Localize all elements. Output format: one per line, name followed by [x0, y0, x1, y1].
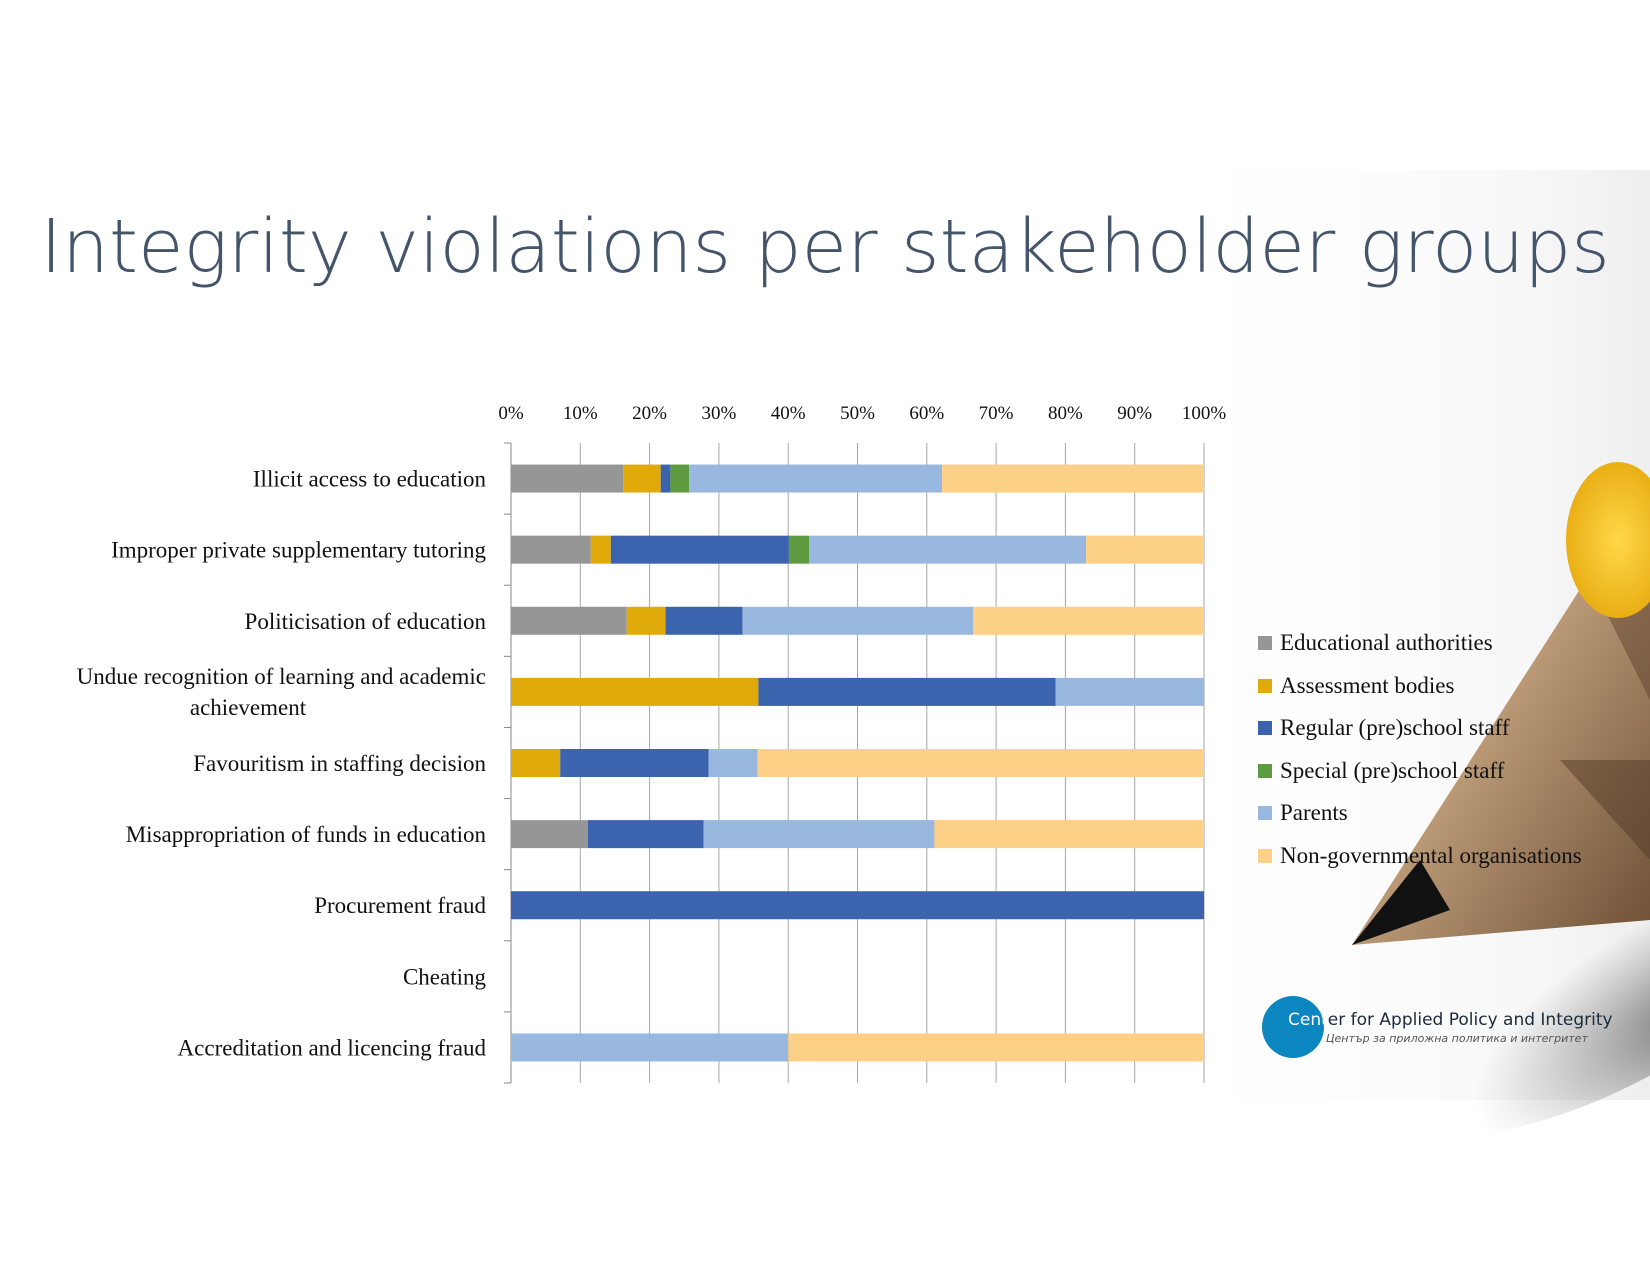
- legend-item: Parents: [1258, 792, 1638, 835]
- x-tick-label: 100%: [1182, 403, 1227, 424]
- bar-segment: [511, 749, 561, 777]
- bar-segment: [626, 606, 666, 635]
- bar-segment: [511, 535, 591, 564]
- bar-segment: [808, 535, 1087, 564]
- legend-label: Parents: [1280, 800, 1348, 826]
- bar-segment: [788, 1033, 1204, 1062]
- legend-label: Assessment bodies: [1280, 672, 1455, 698]
- bar-segment: [511, 1033, 789, 1062]
- x-tick-label: 40%: [771, 403, 806, 424]
- x-tick-label: 70%: [979, 403, 1014, 424]
- bar-segment: [610, 535, 789, 564]
- category-label: Politicisation of education: [245, 609, 487, 634]
- logo-name: Center for Applied Policy and Integrity: [1288, 1010, 1613, 1030]
- legend-swatch: [1258, 848, 1272, 863]
- organization-logo: Center for Applied Policy and Integrity …: [1262, 996, 1642, 1060]
- bar-segment: [511, 677, 759, 706]
- x-tick-label: 50%: [840, 403, 875, 424]
- bar-segment: [511, 464, 624, 493]
- legend-label: Regular (pre)school staff: [1280, 715, 1510, 741]
- category-label: Accreditation and licencing fraud: [178, 1035, 487, 1060]
- bar-segment: [623, 464, 661, 493]
- legend-item: Educational authorities: [1258, 622, 1638, 665]
- legend-label: Non-governmental organisations: [1280, 842, 1582, 868]
- bar-segment: [703, 820, 935, 849]
- bar-segment: [973, 606, 1204, 635]
- category-label: Illicit access to education: [253, 467, 487, 492]
- x-tick-label: 20%: [632, 403, 667, 424]
- legend-item: Regular (pre)school staff: [1258, 707, 1638, 750]
- bar-segment: [560, 749, 709, 777]
- bar-segment: [511, 820, 588, 849]
- bar-segment: [665, 606, 743, 635]
- bar-segment: [742, 606, 974, 635]
- bar-segment: [670, 464, 690, 493]
- category-label: Favouritism in staffing decision: [193, 751, 486, 776]
- bar-segment: [511, 891, 1204, 920]
- legend-label: Special (pre)school staff: [1280, 757, 1505, 783]
- bar-segment: [587, 820, 704, 849]
- category-label: Procurement fraud: [314, 893, 486, 918]
- chart-legend: Educational authorities Assessment bodies…: [1258, 622, 1638, 877]
- x-tick-label: 10%: [563, 403, 598, 424]
- bar-segment: [942, 464, 1204, 493]
- logo-circle-icon: [1262, 996, 1324, 1058]
- legend-swatch: [1258, 678, 1272, 693]
- legend-item: Assessment bodies: [1258, 665, 1638, 708]
- bar-segment: [590, 535, 611, 564]
- category-label: Improper private supplementary tutoring: [111, 538, 486, 563]
- x-tick-label: 30%: [701, 403, 736, 424]
- category-label: Misappropriation of funds in education: [126, 822, 487, 847]
- bar-segment: [1086, 535, 1204, 564]
- x-tick-label: 90%: [1117, 403, 1152, 424]
- slide-title: Integrity violations per stakeholder gro…: [40, 204, 1610, 290]
- bar-segment: [708, 749, 758, 777]
- bar-segment: [1055, 677, 1204, 706]
- legend-swatch: [1258, 806, 1272, 821]
- legend-item: Non-governmental organisations: [1258, 835, 1638, 878]
- legend-label: Educational authorities: [1280, 630, 1493, 656]
- bar-segment: [757, 749, 1204, 777]
- bar-segment: [689, 464, 943, 493]
- bar-segment: [934, 820, 1204, 849]
- category-label: Undue recognition of learning and academ…: [77, 664, 486, 720]
- x-tick-label: 0%: [498, 403, 524, 424]
- bar-segment: [511, 606, 627, 635]
- logo-subtitle: Център за приложна политика и интегритет: [1326, 1032, 1588, 1045]
- category-label: Cheating: [403, 964, 487, 989]
- logo-name-first: Cent: [1288, 1010, 1328, 1030]
- x-tick-label: 60%: [909, 403, 944, 424]
- legend-item: Special (pre)school staff: [1258, 750, 1638, 793]
- bar-segment: [660, 464, 671, 493]
- bar-segment: [758, 677, 1056, 706]
- bar-segment: [788, 535, 809, 564]
- logo-name-rest: er for Applied Policy and Integrity: [1327, 1010, 1613, 1030]
- legend-swatch: [1258, 763, 1272, 778]
- x-tick-label: 80%: [1048, 403, 1083, 424]
- legend-swatch: [1258, 721, 1272, 736]
- legend-swatch: [1258, 636, 1272, 651]
